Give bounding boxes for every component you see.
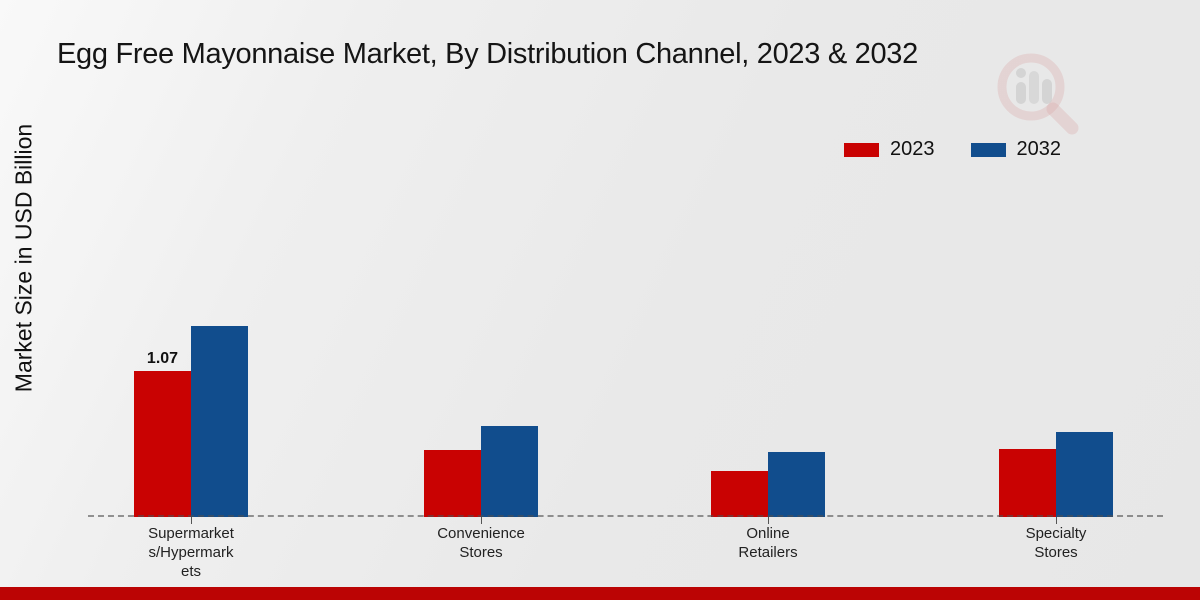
y-axis-label: Market Size in USD Billion	[10, 123, 37, 393]
chart-title: Egg Free Mayonnaise Market, By Distribut…	[57, 38, 918, 70]
bar-2032-online-retailers	[768, 451, 825, 517]
bar-2023-convenience-stores	[424, 450, 481, 517]
bar-2023-online-retailers	[711, 470, 768, 517]
legend-label: 2032	[1016, 138, 1062, 160]
x-axis-tick	[191, 517, 192, 524]
legend-label: 2023	[890, 138, 935, 160]
x-axis-tick	[1056, 517, 1057, 524]
x-axis-category-label: Supermarket s/Hypermark ets	[148, 525, 234, 580]
x-axis-category-label: Specialty Stores	[1025, 525, 1087, 561]
legend-item-2023: 2023	[844, 138, 935, 161]
bar-2032-specialty-stores	[1056, 432, 1113, 517]
footer-accent-bar	[0, 587, 1200, 600]
x-axis-line	[88, 515, 1163, 517]
legend-item-2032: 2032	[970, 138, 1062, 161]
bar-2023-supermarkets-hypermarkets	[134, 371, 191, 517]
legend-swatch-2023	[844, 142, 879, 157]
x-axis-category-label: Convenience Stores	[437, 525, 525, 561]
bar-2032-convenience-stores	[481, 425, 538, 517]
market-research-magnifier-logo-icon	[993, 50, 1081, 143]
bar-value-label: 1.07	[146, 350, 179, 367]
bar-2032-supermarkets-hypermarkets	[191, 326, 248, 517]
x-axis-tick	[481, 517, 482, 524]
x-axis-tick	[768, 517, 769, 524]
legend: 2023 2032	[844, 138, 1061, 161]
bar-2023-specialty-stores	[999, 448, 1056, 517]
legend-swatch-2032	[970, 142, 1006, 157]
x-axis-category-label: Online Retailers	[738, 525, 798, 561]
